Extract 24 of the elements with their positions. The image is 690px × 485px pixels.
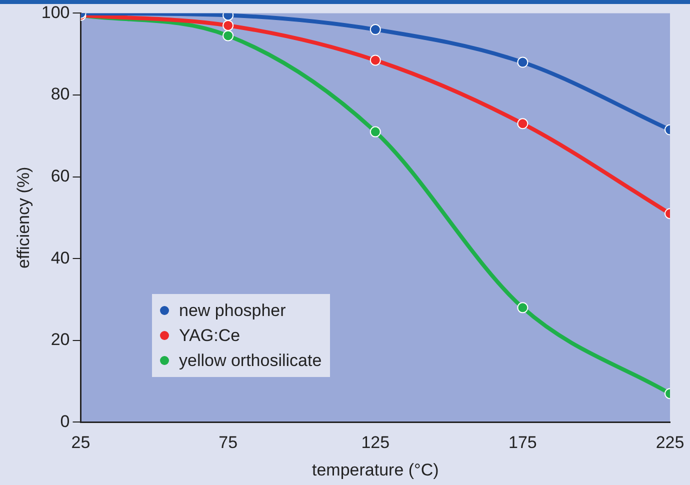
point [517, 56, 528, 68]
point [517, 118, 528, 130]
y-axis-title: efficiency (%) [14, 166, 33, 269]
point [370, 126, 381, 138]
point [222, 20, 234, 31]
x-tick-label: 75 [218, 433, 238, 452]
point [370, 24, 381, 36]
y-tick-label: 0 [60, 412, 70, 431]
x-tick-label: 125 [361, 433, 390, 452]
x-tick-label: 25 [71, 433, 90, 452]
legend-label: yellow orthosilicate [179, 350, 322, 372]
y-tick-label: 40 [50, 248, 70, 268]
y-tick-label: 60 [50, 166, 70, 186]
y-tick-label: 20 [50, 330, 70, 350]
legend-label: YAG:Ce [179, 325, 240, 347]
x-tick-label: 175 [508, 433, 537, 452]
y-tick-label: 80 [50, 84, 70, 104]
x-axis-title: temperature (°C) [312, 460, 439, 480]
legend-label: new phospher [179, 300, 286, 322]
point [222, 30, 234, 42]
y-tick-label: 100 [41, 2, 70, 22]
x-tick-label: 225 [656, 433, 684, 452]
point [370, 54, 381, 66]
point [517, 302, 528, 314]
